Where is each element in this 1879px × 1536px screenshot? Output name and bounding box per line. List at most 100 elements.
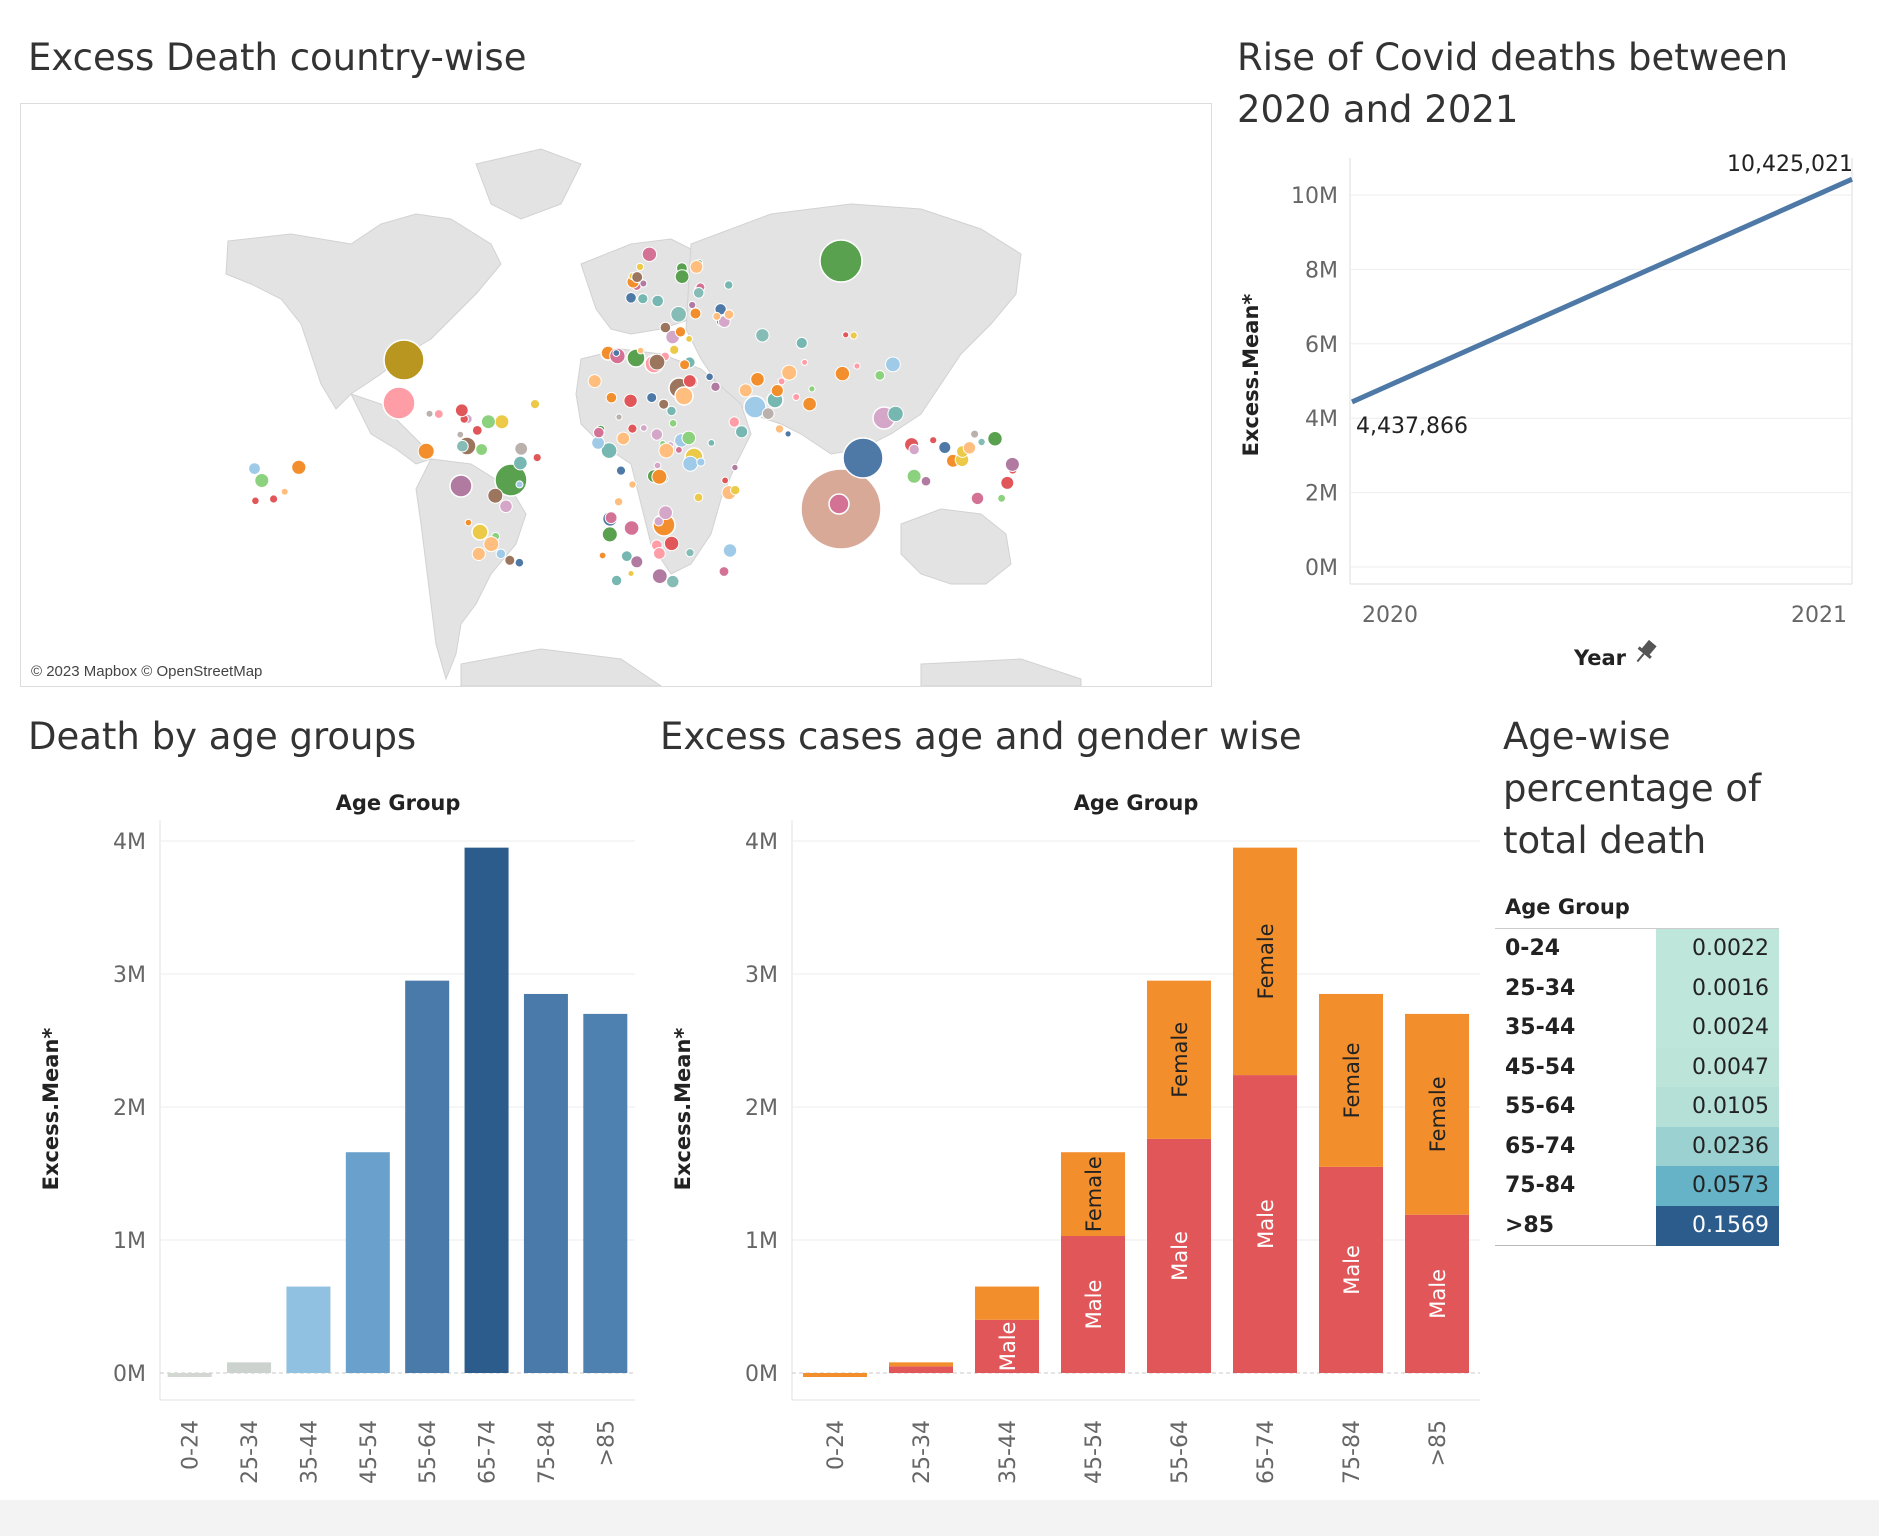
country-bubble[interactable] <box>504 554 516 566</box>
country-bubble[interactable] <box>653 516 664 527</box>
country-bubble[interactable] <box>515 480 524 489</box>
country-bubble[interactable] <box>532 453 542 463</box>
country-bubble[interactable] <box>627 570 635 577</box>
female-segment[interactable] <box>889 1362 953 1367</box>
female-segment[interactable] <box>1147 980 1211 1139</box>
male-segment[interactable] <box>1233 1075 1297 1373</box>
country-bubble[interactable] <box>770 384 784 398</box>
country-bubble[interactable] <box>834 365 851 382</box>
country-bubble[interactable] <box>795 336 808 350</box>
country-bubble[interactable] <box>874 370 886 381</box>
country-bubble[interactable] <box>1004 456 1020 472</box>
bar[interactable] <box>286 1286 331 1373</box>
country-bubble[interactable] <box>615 465 627 476</box>
country-bubble[interactable] <box>755 328 770 343</box>
country-bubble[interactable] <box>682 374 697 388</box>
country-bubble[interactable] <box>679 359 691 371</box>
country-bubble[interactable] <box>487 487 504 504</box>
country-bubble[interactable] <box>623 393 638 408</box>
gender-stacked-chart[interactable]: 0M 1M 2M 3M 4M Age Group Excess.Mean* 0-24 25-34… <box>640 780 1490 1520</box>
country-bubble[interactable] <box>675 446 683 454</box>
country-bubble[interactable] <box>689 307 702 320</box>
country-bubble[interactable] <box>970 491 985 506</box>
table-row[interactable]: 65-74 0.0236 <box>1495 1126 1779 1166</box>
country-bubble[interactable] <box>251 496 260 506</box>
country-bubble[interactable] <box>471 425 483 436</box>
country-bubble[interactable] <box>425 409 434 418</box>
country-bubble[interactable] <box>628 480 637 489</box>
country-bubble[interactable] <box>682 455 699 472</box>
female-segment[interactable] <box>803 1373 867 1377</box>
country-bubble[interactable] <box>681 430 697 446</box>
country-bubble[interactable] <box>499 499 513 514</box>
country-bubble[interactable] <box>808 385 816 393</box>
female-segment[interactable] <box>1061 1152 1125 1237</box>
country-bubble[interactable] <box>600 442 618 459</box>
country-bubble[interactable] <box>658 398 670 410</box>
country-bubble[interactable] <box>666 405 677 417</box>
country-bubble[interactable] <box>710 381 721 392</box>
age-bar-chart[interactable]: 0M 1M 2M 3M 4M Age Group Excess.Mean* 0-24 25-34… <box>0 780 640 1520</box>
country-bubble[interactable] <box>604 511 618 525</box>
country-bubble[interactable] <box>659 321 672 334</box>
bar[interactable] <box>464 847 509 1373</box>
country-bubble[interactable] <box>696 457 706 467</box>
country-bubble[interactable] <box>627 423 638 434</box>
country-bubble[interactable] <box>774 424 785 434</box>
country-bubble[interactable] <box>723 309 735 320</box>
country-bubble[interactable] <box>761 407 775 421</box>
country-bubble[interactable] <box>514 441 529 456</box>
country-bubble[interactable] <box>449 474 473 498</box>
bar[interactable] <box>227 1362 272 1373</box>
country-bubble[interactable] <box>738 383 753 398</box>
country-bubble[interactable] <box>689 260 704 274</box>
country-bubble[interactable] <box>653 461 662 470</box>
country-bubble[interactable] <box>605 391 618 404</box>
country-bubble[interactable] <box>801 358 809 366</box>
country-bubble[interactable] <box>480 414 496 430</box>
country-bubble[interactable] <box>987 431 1003 447</box>
country-bubble[interactable] <box>663 535 680 552</box>
table-row[interactable]: 35-44 0.0024 <box>1495 1008 1779 1048</box>
country-bubble[interactable] <box>693 492 704 503</box>
country-bubble[interactable] <box>620 550 633 563</box>
country-bubble[interactable] <box>929 436 938 445</box>
male-segment[interactable] <box>1147 1138 1211 1373</box>
male-segment[interactable] <box>975 1319 1039 1373</box>
country-bubble[interactable] <box>650 428 664 441</box>
country-bubble[interactable] <box>495 548 507 560</box>
male-segment[interactable] <box>889 1366 953 1373</box>
country-bubble[interactable] <box>781 364 798 381</box>
country-bubble[interactable] <box>598 551 607 560</box>
country-bubble[interactable] <box>750 372 765 387</box>
male-segment[interactable] <box>1061 1236 1125 1373</box>
male-segment[interactable] <box>1319 1166 1383 1373</box>
country-bubble[interactable] <box>483 536 500 553</box>
country-bubble[interactable] <box>731 463 739 472</box>
female-segment[interactable] <box>1405 1013 1469 1215</box>
country-bubble[interactable] <box>382 386 416 420</box>
country-bubble[interactable] <box>637 293 649 305</box>
female-segment[interactable] <box>1319 993 1383 1167</box>
country-bubble[interactable] <box>722 543 738 558</box>
country-bubble[interactable] <box>475 443 489 456</box>
country-bubble[interactable] <box>685 548 695 558</box>
country-bubble[interactable] <box>668 419 678 428</box>
country-bubble[interactable] <box>610 574 623 587</box>
country-bubble[interactable] <box>591 436 605 450</box>
country-bubble[interactable] <box>653 547 666 560</box>
female-segment[interactable] <box>975 1286 1039 1320</box>
table-row[interactable]: 55-64 0.0105 <box>1495 1087 1779 1127</box>
country-bubble[interactable] <box>685 335 693 343</box>
country-bubble[interactable] <box>433 409 444 419</box>
country-bubble[interactable] <box>623 520 640 536</box>
country-bubble[interactable] <box>970 429 980 439</box>
country-bubble[interactable] <box>938 441 952 454</box>
country-bubble[interactable] <box>692 287 705 299</box>
country-bubble[interactable] <box>612 349 621 357</box>
line-series[interactable] <box>1350 176 1854 405</box>
country-bubble[interactable] <box>718 566 730 577</box>
country-bubble[interactable] <box>674 386 694 406</box>
country-bubble[interactable] <box>707 439 716 447</box>
country-bubble[interactable] <box>613 497 624 507</box>
